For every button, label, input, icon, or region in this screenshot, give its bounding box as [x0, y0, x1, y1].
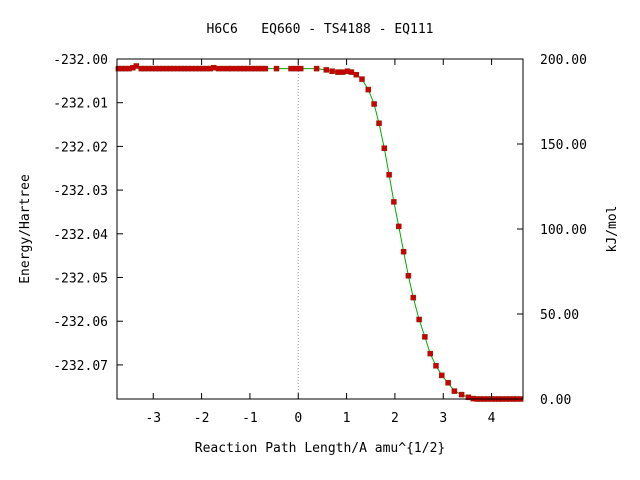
data-point	[458, 391, 465, 398]
y2-tick-label: 150.00	[540, 138, 587, 153]
y2-tick-label: 50.00	[540, 308, 579, 323]
x-tick-label: -3	[145, 411, 161, 426]
data-point	[386, 172, 392, 178]
data-point	[396, 223, 402, 230]
y-tick-label: -232.03	[53, 184, 108, 199]
plot-frame	[116, 58, 524, 400]
data-point	[433, 363, 439, 369]
data-point	[376, 120, 382, 126]
y-tick-label: -232.07	[53, 359, 108, 374]
data-point	[293, 65, 299, 72]
data-point	[323, 67, 330, 73]
data-point	[365, 86, 372, 93]
data-point	[422, 334, 428, 340]
y2-axis-ticks: 200.00 150.00 100.00 50.00 0.00	[517, 53, 587, 408]
x-tick-label: 1	[343, 411, 351, 426]
data-point	[339, 69, 346, 75]
x-tick-label: 4	[488, 411, 496, 426]
y-tick-label: -232.02	[53, 140, 108, 155]
data-point	[445, 380, 451, 386]
y-tick-label: -232.01	[53, 97, 108, 112]
series-markers	[115, 63, 524, 402]
data-point	[416, 316, 422, 323]
data-point	[359, 76, 365, 82]
x-tick-label: -1	[242, 411, 258, 426]
data-point	[313, 65, 320, 72]
data-point	[210, 64, 217, 71]
data-point	[133, 63, 140, 69]
data-point	[348, 69, 355, 75]
data-point	[273, 65, 280, 72]
y2-tick-label: 200.00	[540, 53, 587, 68]
data-point	[329, 68, 335, 74]
data-point	[220, 65, 227, 72]
data-point	[400, 248, 407, 255]
data-point	[335, 69, 341, 75]
x-axis-label: Reaction Path Length/A amu^{1/2}	[195, 441, 445, 456]
data-point	[228, 65, 235, 72]
data-point	[381, 145, 388, 151]
y-tick-label: -232.00	[53, 53, 108, 68]
data-point	[288, 65, 294, 72]
x-tick-label: 0	[294, 411, 302, 426]
y2-tick-label: 0.00	[540, 393, 571, 408]
energy-curve	[118, 65, 521, 400]
chart-title: H6C6 EQ660 - TS4188 - EQ111	[207, 22, 434, 37]
data-point	[410, 294, 417, 301]
x-tick-label: 2	[391, 411, 399, 426]
data-point	[391, 199, 397, 205]
x-tick-label: 3	[439, 411, 447, 426]
y-tick-label: -232.06	[53, 315, 108, 330]
y-tick-label: -232.04	[53, 228, 108, 243]
y2-axis-label: kJ/mol	[605, 206, 620, 253]
y-tick-label: -232.05	[53, 272, 108, 287]
data-point	[439, 372, 445, 379]
x-axis-ticks: -3 -2 -1 0 1 2 3 4	[145, 59, 496, 426]
series-line	[118, 65, 521, 400]
data-point	[427, 350, 433, 357]
y-axis-label: Energy/Hartree	[18, 174, 33, 284]
y2-tick-label: 100.00	[540, 223, 587, 238]
data-point	[262, 65, 269, 72]
data-point	[451, 388, 458, 394]
data-point	[297, 65, 304, 72]
data-point	[371, 101, 377, 107]
data-point	[405, 273, 412, 279]
y-axis-ticks: -232.00 -232.01 -232.02 -232.03 -232.04 -232.…	[53, 53, 123, 374]
data-point	[353, 71, 360, 78]
x-tick-label: -2	[194, 411, 210, 426]
data-point	[215, 65, 222, 72]
